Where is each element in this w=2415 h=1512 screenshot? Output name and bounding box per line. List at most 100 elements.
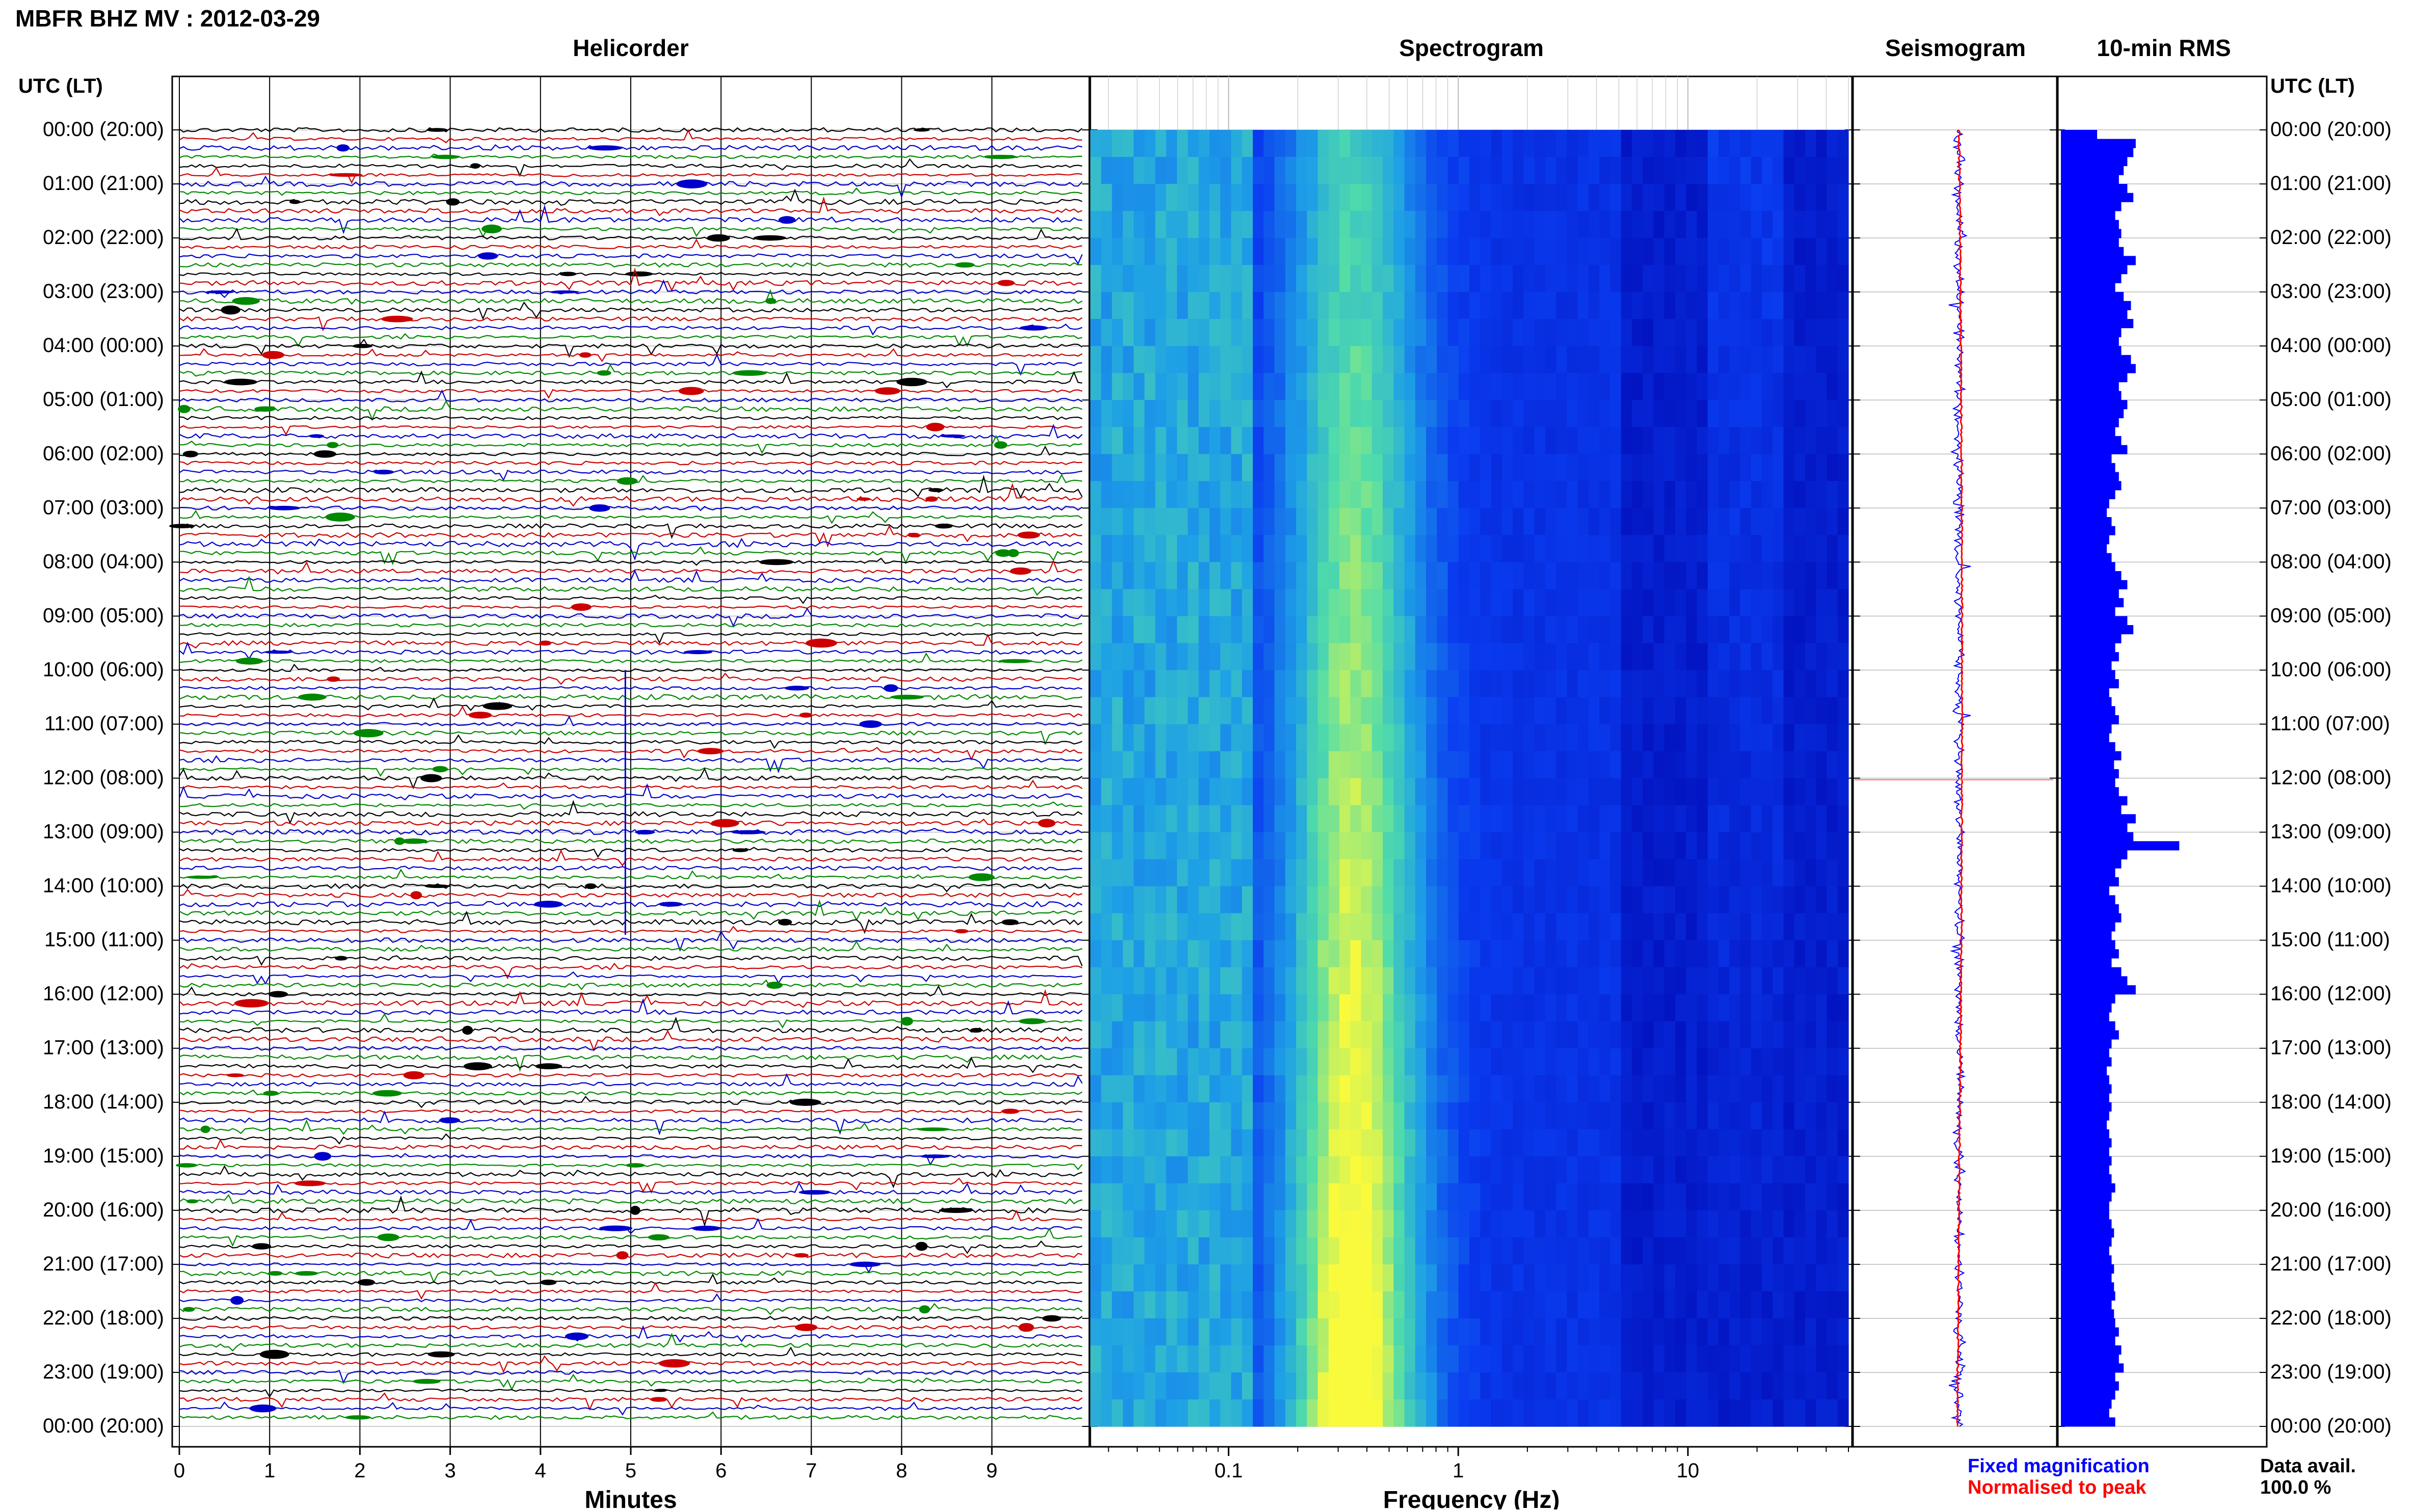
spectrogram-cell [1794,724,1806,752]
spectrogram-cell [1675,481,1686,508]
spectrogram-cell [1501,481,1513,508]
spectrogram-cell [1328,1210,1340,1238]
spectrogram-cell [1480,1264,1492,1292]
spectrogram-cell [1458,508,1470,535]
spectrogram-cell [1382,400,1394,427]
spectrogram-cell [1231,1021,1243,1049]
spectrogram-cell [1751,346,1762,373]
spectrogram-cell [1491,886,1502,914]
spectrogram-cell [1264,1345,1275,1373]
rms-bar [2061,337,2119,346]
spectrogram-cell [1491,940,1502,968]
spectrogram-cell [1534,1345,1546,1373]
spectrogram-cell [1729,859,1741,887]
spectrogram-cell [1144,211,1156,238]
spectrogram-cell [1307,1318,1318,1346]
spectrogram-cell [1177,1156,1188,1184]
spectrogram-cell [1523,265,1535,292]
spectrogram-cell [1382,184,1394,211]
helicorder-trace [179,1333,1083,1352]
spectrogram-cell [1718,1048,1730,1076]
helicorder-event [1007,549,1019,557]
spectrogram-cell [1837,778,1849,806]
spectrogram-cell [1783,1318,1795,1346]
spectrogram-cell [1653,1291,1665,1319]
spectrogram-cell [1339,778,1351,806]
spectrogram-cell [1837,697,1849,724]
spectrogram-cell [1285,508,1297,535]
spectrogram-cell [1242,1210,1253,1238]
spectrogram-cell [1783,1372,1795,1400]
spectrogram-cell [1328,346,1340,373]
spectrogram-cell [1458,211,1470,238]
spectrogram-cell [1794,967,1806,995]
spectrogram-cell [1177,481,1188,508]
spectrogram-cell [1188,238,1199,265]
spectrogram-cell [1837,643,1849,670]
spectrogram-cell [1610,346,1622,373]
spectrogram-cell [1469,778,1481,806]
spectrogram-cell [1664,562,1676,589]
spectrogram-cell [1599,292,1611,319]
spectrogram-cell [1155,211,1167,238]
spectrogram-cell [1827,1372,1838,1400]
spectrogram-cell [1664,1318,1676,1346]
spectrogram-cell [1805,589,1816,616]
spectrogram-cell [1285,697,1297,724]
spectrogram-cell [1577,913,1589,941]
spectrogram-cell [1480,1237,1492,1265]
spectrogram-cell [1588,1291,1600,1319]
spectrogram-cell [1318,454,1329,481]
spectrogram-cell [1707,1318,1719,1346]
spectrogram-cell [1653,670,1665,697]
spectrogram-cell [1783,805,1795,833]
rms-bar [2061,724,2112,734]
spectrogram-cell [1307,697,1318,724]
spectrogram-cell [1264,724,1275,752]
spectrogram-cell [1188,751,1199,779]
spectrogram-cell [1469,1048,1481,1076]
spectrogram-cell [1577,400,1589,427]
spectrogram-cell [1643,697,1654,724]
rms-bar [2061,1408,2109,1418]
spectrogram-cell [1545,130,1557,157]
spectrogram-cell [1382,292,1394,319]
spectrogram-cell [1382,886,1394,914]
spectrogram-cell [1761,211,1773,238]
spectrogram-cell [1491,643,1502,670]
spectrogram-cell [1469,1372,1481,1400]
spectrogram-cell [1285,1021,1297,1049]
spectrogram-cell [1729,940,1741,968]
spectrogram-cell [1556,724,1567,752]
rms-bar [2061,175,2119,184]
helicorder-trace [179,686,1083,691]
spectrogram-cell [1794,292,1806,319]
spectrogram-cell [1761,319,1773,346]
spectrogram-cell [1740,1210,1752,1238]
spectrogram-cell [1404,913,1416,941]
spectrogram-cell [1643,1264,1654,1292]
spectrogram-cell [1296,1048,1307,1076]
spectrogram-cell [1729,238,1741,265]
spectrogram-cell [1577,265,1589,292]
spectrogram-cell [1328,373,1340,400]
spectrogram-cell [1372,535,1383,562]
spectrogram-cell [1242,1345,1253,1373]
spectrogram-cell [1177,859,1188,887]
helicorder-trace [179,926,1083,933]
spectrogram-cell [1285,1372,1297,1400]
spectrogram-cell [1501,1237,1513,1265]
rms-bar [2061,742,2115,751]
spectrogram-cell [1805,454,1816,481]
rms-bar [2061,481,2122,491]
spectrogram-cell [1372,292,1383,319]
spectrogram-cell [1307,616,1318,643]
spectrogram-cell [1664,1129,1676,1157]
spectrogram-cell [1415,1372,1427,1400]
spectrogram-cell [1155,1399,1167,1427]
spectrogram-cell [1437,1102,1448,1130]
freq-tick-label: 10 [1677,1460,1700,1482]
spectrogram-cell [1707,157,1719,184]
spectrogram-ticks: 0.1 1 10 [1108,1447,1849,1482]
spectrogram-cell [1339,427,1351,454]
